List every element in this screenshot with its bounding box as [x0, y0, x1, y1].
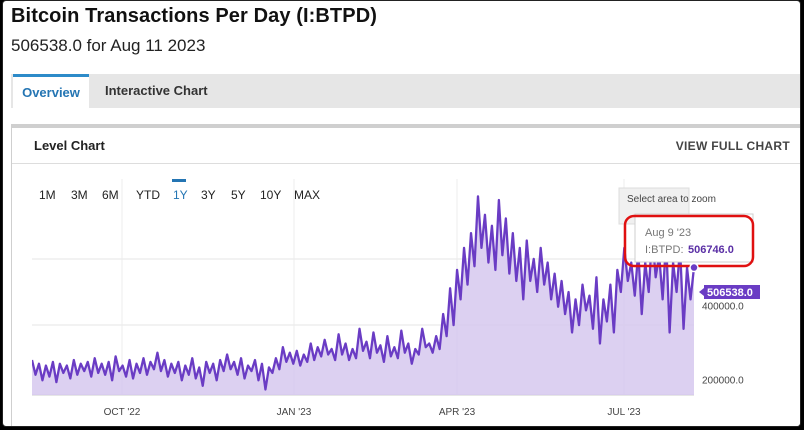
range-selector[interactable]: 1M 3M 6M YTD 1Y 3Y 5Y 10Y MAX [39, 179, 320, 202]
last-value-label: 506538.0 [707, 287, 753, 299]
tooltip-highlight [623, 214, 755, 268]
range-1y[interactable]: 1Y [173, 188, 188, 202]
last-value-dot [689, 262, 699, 273]
series-line [32, 195, 696, 391]
page-title: Bitcoin Transactions Per Day (I:BTPD) [11, 5, 377, 27]
x-axis: OCT '22 JAN '23 APR '23 JUL '23 [104, 407, 641, 418]
y-axis: 400000.0 200000.0 [702, 302, 744, 387]
range-max[interactable]: MAX [294, 188, 320, 202]
range-6m[interactable]: 6M [102, 188, 119, 202]
range-3y[interactable]: 3Y [201, 188, 216, 202]
panel-title: Level Chart [34, 138, 105, 153]
panel-header: Level Chart VIEW FULL CHART [12, 128, 800, 164]
range-ytd[interactable]: YTD [136, 188, 160, 202]
y-tick-label: 400000.0 [702, 302, 744, 313]
series-area [32, 196, 694, 395]
last-value-badge: 506538.0 [689, 262, 760, 299]
x-tick-label: OCT '22 [104, 407, 141, 418]
level-chart[interactable]: 1M 3M 6M YTD 1Y 3Y 5Y 10Y MAX 400000.0 200000.0 O… [32, 179, 800, 427]
range-5y[interactable]: 5Y [231, 188, 246, 202]
tooltip-value: 506746.0 [688, 244, 734, 256]
x-tick-label: APR '23 [439, 407, 476, 418]
chart-panel: Level Chart VIEW FULL CHART 1M 3M 6M YTD 1Y 3… [11, 124, 800, 427]
view-full-chart-link[interactable]: VIEW FULL CHART [675, 139, 790, 153]
tab-interactive-chart[interactable]: Interactive Chart [105, 83, 208, 98]
tab-bar: Overview Interactive Chart [11, 74, 800, 108]
x-tick-label: JAN '23 [277, 407, 312, 418]
tab-overview[interactable]: Overview [13, 74, 89, 108]
tooltip: Aug 9 '23 I:BTPD: 506746.0 [623, 213, 755, 268]
range-10y[interactable]: 10Y [260, 188, 281, 202]
range-3m[interactable]: 3M [71, 188, 88, 202]
tooltip-line: I:BTPD: 506746.0 [645, 240, 734, 257]
select-hint-text: Select area to zoom [627, 194, 716, 205]
chart-svg[interactable]: 1M 3M 6M YTD 1Y 3Y 5Y 10Y MAX 400000.0 200000.0 O… [32, 179, 800, 427]
tooltip-label: I:BTPD: [645, 244, 684, 256]
y-tick-label: 200000.0 [702, 375, 744, 386]
tooltip-date: Aug 9 '23 [645, 227, 691, 239]
last-value-box [704, 285, 760, 299]
range-active-indicator [172, 179, 186, 182]
page-subtitle: 506538.0 for Aug 11 2023 [11, 36, 206, 55]
last-value-pointer [699, 288, 704, 296]
range-1m[interactable]: 1M [39, 188, 56, 202]
x-tick-label: JUL '23 [607, 407, 641, 418]
